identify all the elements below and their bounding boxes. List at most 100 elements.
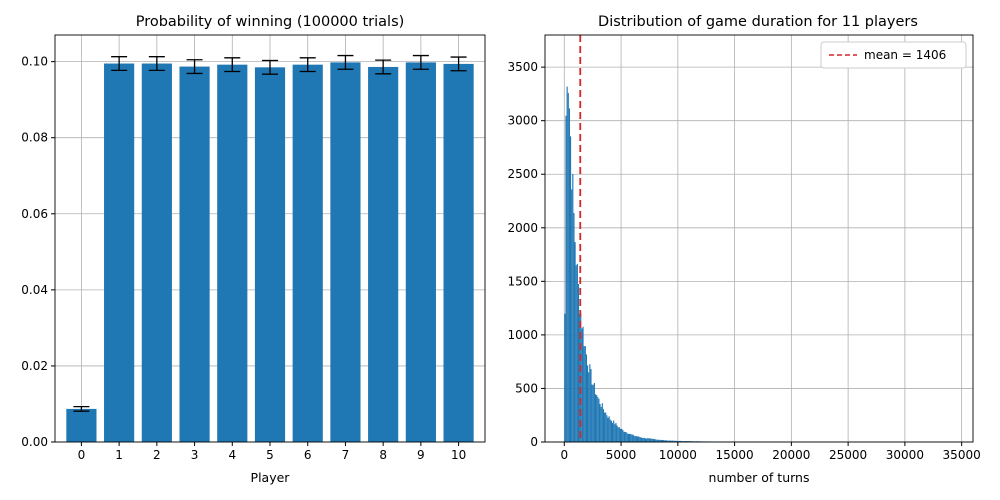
histogram-bin <box>624 431 626 442</box>
histogram-bin <box>584 346 586 442</box>
histogram-bin <box>678 440 681 442</box>
x-tick-label: 7 <box>342 448 350 462</box>
histogram-bin <box>585 354 588 442</box>
histogram-bin <box>685 441 687 442</box>
histogram-bin <box>607 417 609 442</box>
histogram-bin <box>655 439 657 442</box>
y-tick-label: 0.08 <box>21 131 48 145</box>
histogram-bin <box>684 441 686 442</box>
error-bar-player-6 <box>299 57 316 73</box>
x-tick-label: 30000 <box>886 448 924 462</box>
histogram-bin <box>589 364 591 442</box>
histogram-bin <box>652 438 654 442</box>
histogram-bin <box>674 440 676 442</box>
win-probability-x-label: Player <box>251 470 291 485</box>
histogram-bin <box>592 384 594 442</box>
x-tick-label: 15000 <box>715 448 753 462</box>
histogram-bin <box>660 439 662 442</box>
y-tick-label: 1000 <box>507 328 538 342</box>
y-tick-label: 1500 <box>507 274 538 288</box>
game-duration-y-ticks: 0 500 1000 1500 2000 2500 3000 3500 <box>507 60 545 449</box>
histogram-bin <box>671 440 673 442</box>
error-bar-player-5 <box>262 59 278 75</box>
histogram-bin <box>649 438 651 442</box>
x-tick-label: 20000 <box>772 448 810 462</box>
histogram-bin <box>596 395 598 442</box>
histogram-bin <box>575 265 577 442</box>
y-tick-label: 0.04 <box>21 283 48 297</box>
histogram-bin <box>646 438 648 442</box>
histogram-bin <box>642 438 644 442</box>
histogram-bin <box>665 440 667 442</box>
bar-player-3 <box>179 66 210 442</box>
histogram-bin <box>634 435 636 442</box>
histogram-bin <box>631 434 633 442</box>
y-tick-label: 2500 <box>507 167 538 181</box>
y-tick-label: 0.10 <box>21 55 48 69</box>
histogram-bin <box>664 440 666 442</box>
y-tick-label: 500 <box>515 381 538 395</box>
histogram-bin <box>623 431 625 442</box>
histogram-bin <box>601 403 603 442</box>
histogram-bin <box>661 439 664 442</box>
histogram-bin <box>648 438 650 442</box>
legend-box <box>820 41 967 69</box>
y-tick-label: 0.06 <box>21 207 48 221</box>
bar-player-1 <box>104 63 135 442</box>
histogram-bin <box>633 435 635 442</box>
histogram-bin <box>656 439 658 442</box>
histogram-bin <box>673 440 675 442</box>
game-duration-frame <box>544 34 974 443</box>
histogram-bin <box>638 436 640 442</box>
histogram-bin <box>619 428 622 442</box>
histogram-bin <box>672 440 674 442</box>
win-probability-y-ticks: 0.00 0.02 0.04 0.06 0.08 0.10 <box>21 55 55 449</box>
y-tick-label: 0.00 <box>21 435 48 449</box>
win-probability-bars <box>66 62 474 443</box>
y-tick-label: 3500 <box>507 60 538 74</box>
win-probability-error-bars <box>73 54 467 412</box>
histogram-bin <box>593 382 595 442</box>
histogram-bin <box>640 437 642 442</box>
histogram-bin <box>653 439 656 442</box>
histogram-bin <box>622 429 624 442</box>
histogram-bin <box>597 397 599 442</box>
x-tick-label: 2 <box>153 448 161 462</box>
histogram-bin <box>644 438 647 442</box>
histogram-bin <box>613 420 615 442</box>
error-bar-player-4 <box>224 57 241 73</box>
game-duration-chart: Distribution of game duration for 11 pla… <box>507 14 980 485</box>
histogram-bin <box>629 433 631 442</box>
histogram-bin <box>577 284 580 442</box>
histogram-bin <box>686 441 689 442</box>
histogram-bin <box>618 427 620 442</box>
histogram-bin <box>681 441 683 442</box>
histogram-bin <box>594 394 597 442</box>
histogram-bin <box>675 440 677 442</box>
histogram-bin <box>680 440 682 442</box>
x-tick-label: 4 <box>228 448 236 462</box>
histogram-bin <box>669 440 672 442</box>
error-bar-player-1 <box>111 56 128 72</box>
x-tick-label: 5000 <box>606 448 637 462</box>
histogram-bin <box>667 440 669 442</box>
game-duration-x-ticks: 0 5000 10000 15000 20000 25000 30000 35000 <box>560 442 981 462</box>
histogram-bin <box>614 424 616 442</box>
histogram-bin <box>635 436 637 442</box>
histogram-bin <box>598 398 600 442</box>
histogram-bin <box>591 384 593 442</box>
bar-player-8 <box>368 66 399 442</box>
histogram-bin <box>616 425 618 442</box>
x-tick-label: 35000 <box>943 448 981 462</box>
histogram-bin <box>573 213 575 442</box>
histogram-bin <box>606 415 608 442</box>
histogram-bin <box>611 422 614 442</box>
y-tick-label: 3000 <box>507 114 538 128</box>
bar-player-10 <box>443 63 474 442</box>
y-tick-label: 0 <box>530 435 538 449</box>
histogram-bin <box>615 422 617 442</box>
histogram-bin <box>604 412 606 442</box>
histogram-bin <box>625 432 627 442</box>
error-bar-player-8 <box>375 59 392 75</box>
